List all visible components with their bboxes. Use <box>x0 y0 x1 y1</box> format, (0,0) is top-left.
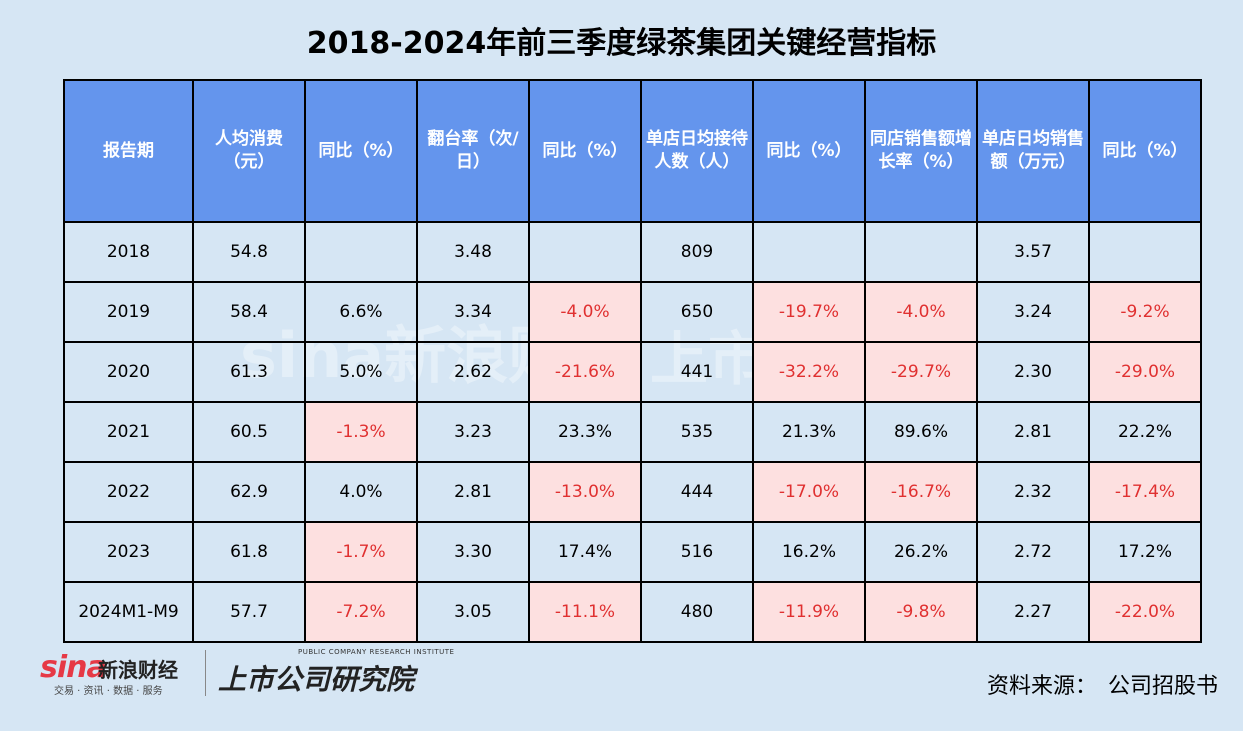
value-cell: 2.81 <box>976 401 1090 463</box>
value-cell: -22.0% <box>1088 581 1202 643</box>
value-cell <box>1088 221 1202 283</box>
sina-name: 新浪财经 <box>98 658 178 682</box>
value-cell: 61.3 <box>192 341 306 403</box>
period-cell: 2024M1-M9 <box>63 581 194 643</box>
value-cell: 480 <box>640 581 754 643</box>
value-cell: 3.24 <box>976 281 1090 343</box>
value-cell: 60.5 <box>192 401 306 463</box>
value-cell: 441 <box>640 341 754 403</box>
period-cell: 2022 <box>63 461 194 523</box>
period-cell: 2021 <box>63 401 194 463</box>
value-cell: -19.7% <box>752 281 866 343</box>
value-cell: -21.6% <box>528 341 642 403</box>
value-cell: -9.2% <box>1088 281 1202 343</box>
value-cell: 22.2% <box>1088 401 1202 463</box>
value-cell: 57.7 <box>192 581 306 643</box>
value-cell: -4.0% <box>528 281 642 343</box>
value-cell: -17.0% <box>752 461 866 523</box>
column-header: 单店日均销售额（万元） <box>976 79 1090 223</box>
column-header: 翻台率（次/日） <box>416 79 530 223</box>
value-cell: 3.30 <box>416 521 530 583</box>
value-cell: 4.0% <box>304 461 418 523</box>
value-cell: 17.4% <box>528 521 642 583</box>
table-row: 2021 60.5 -1.3% 3.23 23.3% 535 21.3% 89.6% 2.81 2… <box>63 401 1202 463</box>
period-cell: 2020 <box>63 341 194 403</box>
column-header: 同比（%） <box>528 79 642 223</box>
value-cell: 3.23 <box>416 401 530 463</box>
chart-title: 2018-2024年前三季度绿茶集团关键经营指标 <box>306 26 937 61</box>
sina-subtitle: 交易 · 资讯 · 数据 · 服务 <box>54 686 163 697</box>
value-cell: 650 <box>640 281 754 343</box>
value-cell: -9.8% <box>864 581 978 643</box>
value-cell: 3.48 <box>416 221 530 283</box>
value-cell: 17.2% <box>1088 521 1202 583</box>
period-cell: 2019 <box>63 281 194 343</box>
value-cell <box>528 221 642 283</box>
footer-logos: sina 新浪财经 交易 · 资讯 · 数据 · 服务 PUBLIC COMPA… <box>40 648 454 700</box>
value-cell: -13.0% <box>528 461 642 523</box>
value-cell: 89.6% <box>864 401 978 463</box>
column-header: 同比（%） <box>1088 79 1202 223</box>
value-cell: 23.3% <box>528 401 642 463</box>
value-cell: 58.4 <box>192 281 306 343</box>
value-cell <box>304 221 418 283</box>
table-body: 2018 54.8 3.48 809 3.57 2019 58.4 6.6% 3.34 -4.0%… <box>63 221 1202 643</box>
value-cell: -17.4% <box>1088 461 1202 523</box>
value-cell: 3.05 <box>416 581 530 643</box>
column-header: 单店日均接待人数（人） <box>640 79 754 223</box>
value-cell: 2.62 <box>416 341 530 403</box>
column-header: 报告期 <box>63 79 194 223</box>
table-row: 2020 61.3 5.0% 2.62 -21.6% 441 -32.2% -29.7% 2.3… <box>63 341 1202 403</box>
column-header: 人均消费（元） <box>192 79 306 223</box>
value-cell: 16.2% <box>752 521 866 583</box>
table-row: 2022 62.9 4.0% 2.81 -13.0% 444 -17.0% -16.7% 2.3… <box>63 461 1202 523</box>
value-cell: 535 <box>640 401 754 463</box>
sina-logo-icon: sina <box>40 650 107 685</box>
value-cell: 62.9 <box>192 461 306 523</box>
column-header: 同店销售额增长率（%） <box>864 79 978 223</box>
value-cell: -29.7% <box>864 341 978 403</box>
value-cell: 2.32 <box>976 461 1090 523</box>
value-cell <box>752 221 866 283</box>
logo-divider <box>205 650 206 696</box>
column-header: 同比（%） <box>752 79 866 223</box>
value-cell: 26.2% <box>864 521 978 583</box>
table-row: 2019 58.4 6.6% 3.34 -4.0% 650 -19.7% -4.0% 3.24-… <box>63 281 1202 343</box>
value-cell: 2.30 <box>976 341 1090 403</box>
column-header: 同比（%） <box>304 79 418 223</box>
value-cell: -11.9% <box>752 581 866 643</box>
value-cell: -16.7% <box>864 461 978 523</box>
value-cell: 2.81 <box>416 461 530 523</box>
table-header-row: 报告期 人均消费（元） 同比（%） 翻台率（次/日） 同比（%） 单店日均接待人数（人）同… <box>63 79 1202 223</box>
value-cell: -32.2% <box>752 341 866 403</box>
value-cell: 516 <box>640 521 754 583</box>
value-cell: -1.7% <box>304 521 418 583</box>
value-cell: 2.27 <box>976 581 1090 643</box>
value-cell: -1.3% <box>304 401 418 463</box>
value-cell: 61.8 <box>192 521 306 583</box>
value-cell: 2.72 <box>976 521 1090 583</box>
period-cell: 2023 <box>63 521 194 583</box>
period-cell: 2018 <box>63 221 194 283</box>
indicator-table: 报告期 人均消费（元） 同比（%） 翻台率（次/日） 同比（%） 单店日均接待人数（人）同… <box>63 79 1202 643</box>
value-cell: 6.6% <box>304 281 418 343</box>
data-source: 资料来源： 公司招股书 <box>986 674 1218 699</box>
table-row: 2018 54.8 3.48 809 3.57 <box>63 221 1202 283</box>
value-cell: 54.8 <box>192 221 306 283</box>
institute-english-name: PUBLIC COMPANY RESEARCH INSTITUTE <box>298 648 455 656</box>
value-cell: 5.0% <box>304 341 418 403</box>
value-cell: -7.2% <box>304 581 418 643</box>
value-cell <box>864 221 978 283</box>
value-cell: 3.34 <box>416 281 530 343</box>
value-cell: 809 <box>640 221 754 283</box>
value-cell: -11.1% <box>528 581 642 643</box>
value-cell: 444 <box>640 461 754 523</box>
table-row: 2024M1-M9 57.7 -7.2% 3.05 -11.1% 480 -11.9% -9.… <box>63 581 1202 643</box>
value-cell: -4.0% <box>864 281 978 343</box>
value-cell: 3.57 <box>976 221 1090 283</box>
institute-logo: 上市公司研究院 <box>218 663 415 696</box>
table-row: 2023 61.8 -1.7% 3.30 17.4% 516 16.2% 26.2% 2.72 1… <box>63 521 1202 583</box>
value-cell: -29.0% <box>1088 341 1202 403</box>
value-cell: 21.3% <box>752 401 866 463</box>
